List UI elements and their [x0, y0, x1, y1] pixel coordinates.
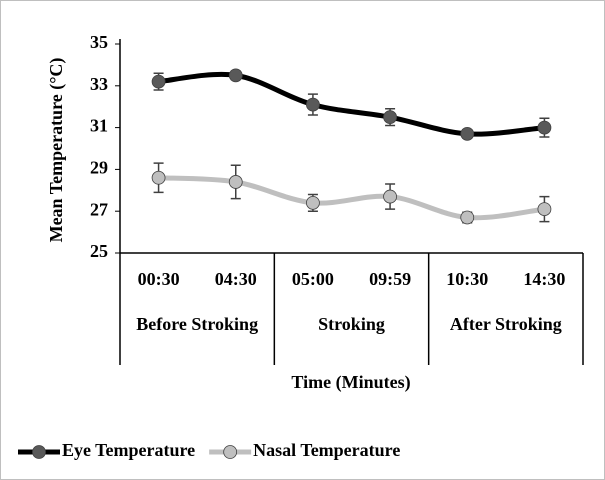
marker: [228, 68, 243, 83]
y-tick-label: 31: [90, 116, 108, 136]
marker: [537, 120, 552, 135]
group-label: Before Stroking: [136, 314, 258, 334]
x-tick-label: 10:30: [446, 269, 488, 289]
marker: [460, 210, 475, 225]
y-axis-title: Mean Temperature (°C): [46, 58, 67, 243]
marker: [151, 170, 166, 185]
y-tick-label: 27: [90, 199, 108, 219]
group-label: After Stroking: [450, 314, 562, 334]
y-tick-label: 25: [90, 241, 108, 261]
legend-label: Eye Temperature: [62, 440, 195, 460]
marker: [383, 110, 397, 125]
marker: [228, 175, 243, 189]
legend-marker: [223, 445, 238, 459]
marker: [151, 74, 166, 89]
x-tick-label: 00:30: [138, 269, 180, 289]
marker: [306, 97, 320, 112]
y-tick-label: 33: [90, 74, 108, 94]
marker: [306, 195, 320, 210]
x-tick-label: 05:00: [292, 269, 334, 289]
marker: [383, 189, 397, 204]
y-tick-label: 35: [90, 32, 108, 52]
x-tick-label: 09:59: [369, 269, 411, 289]
y-tick-label: 29: [90, 158, 108, 178]
marker: [460, 126, 475, 141]
x-tick-label: 14:30: [523, 269, 565, 289]
x-tick-label: 04:30: [215, 269, 257, 289]
legend-marker: [32, 445, 46, 459]
x-axis-title: Time (Minutes): [291, 372, 410, 393]
group-label: Stroking: [318, 314, 385, 334]
marker: [537, 202, 552, 217]
legend-label: Nasal Temperature: [253, 440, 400, 460]
